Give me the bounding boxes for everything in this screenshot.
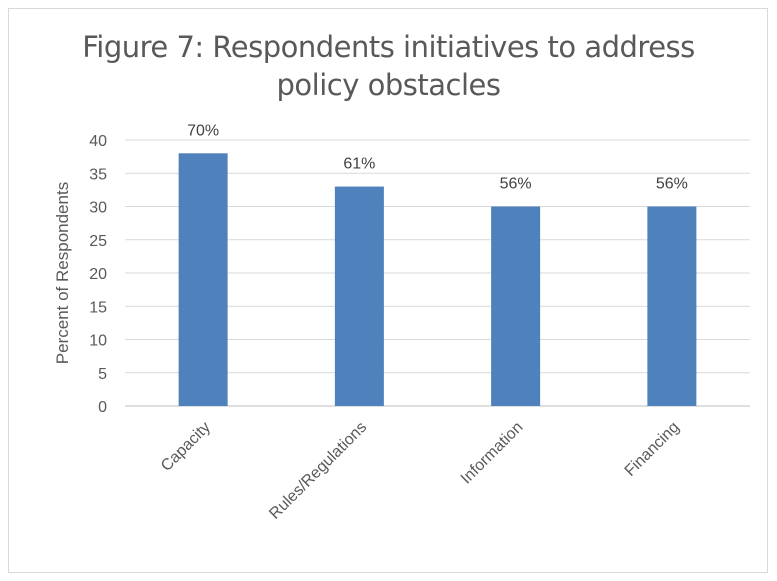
x-tick-label: Rules/Regulations: [266, 419, 370, 523]
bar: [334, 186, 384, 406]
data-label: 61%: [343, 156, 375, 173]
x-tick-label: Information: [458, 419, 527, 488]
x-tick-label: Financing: [622, 419, 683, 480]
bar: [647, 206, 697, 406]
data-label: 56%: [500, 176, 532, 193]
chart-title-line-1: Figure 7: Respondents initiatives to add…: [82, 30, 695, 64]
y-tick-label: 25: [89, 233, 107, 250]
y-tick-label: 40: [89, 133, 107, 150]
y-tick-label: 0: [98, 399, 107, 416]
x-tick-label: Capacity: [158, 419, 214, 475]
y-tick-label: 35: [89, 166, 107, 183]
chart-title: Figure 7: Respondents initiatives to add…: [0, 28, 777, 104]
data-label: 70%: [187, 122, 219, 139]
bar: [491, 206, 541, 406]
y-tick-label: 10: [89, 333, 107, 350]
y-tick-label: 5: [98, 366, 107, 383]
y-tick-label: 20: [89, 266, 107, 283]
y-tick-label: 15: [89, 299, 107, 316]
y-axis-label: Percent of Respondents: [53, 182, 72, 364]
chart-title-line-2: policy obstacles: [276, 68, 501, 102]
data-label: 56%: [656, 176, 688, 193]
bar: [178, 153, 228, 406]
chart-frame: [8, 8, 768, 573]
y-tick-label: 30: [89, 200, 107, 217]
